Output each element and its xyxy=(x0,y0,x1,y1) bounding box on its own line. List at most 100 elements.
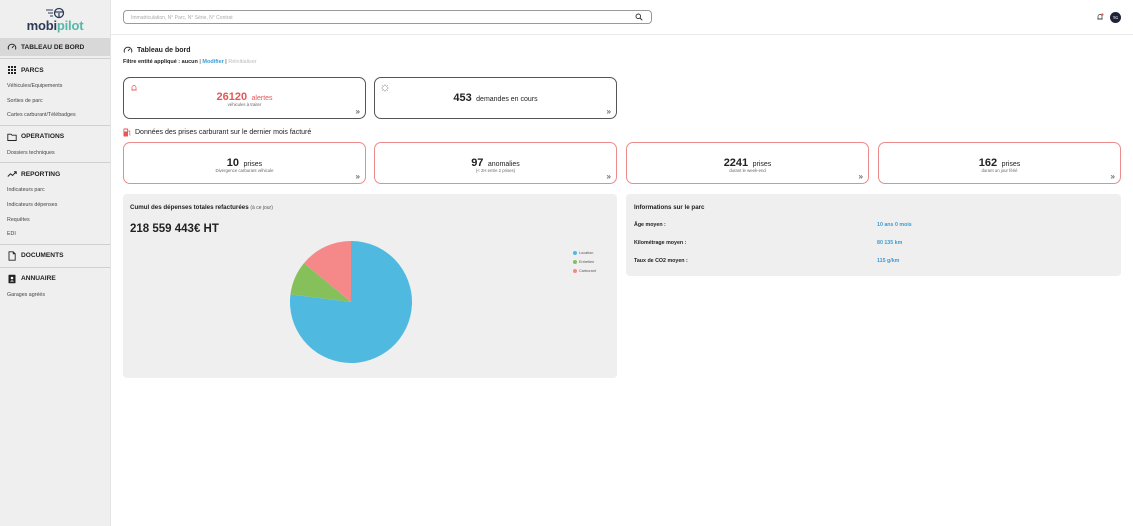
expenses-total: 218 559 443€ HT xyxy=(130,223,219,235)
logo-text-part1: mobi xyxy=(26,18,57,33)
nav-vehicules-equipements[interactable]: Véhicules/Equipements xyxy=(7,83,63,89)
trend-icon xyxy=(7,171,17,178)
fuel-card-number: 2241 xyxy=(723,157,749,169)
nav-garages-agrees[interactable]: Garages agréés xyxy=(7,291,45,298)
legend-color-dot xyxy=(573,268,577,273)
alerts-value: 26120 alertes xyxy=(124,87,365,105)
gauge-icon xyxy=(7,43,17,50)
page-title-text: Tableau de bord xyxy=(137,46,191,54)
fuel-section-title-text: Données des prises carburant sur le dern… xyxy=(135,129,312,136)
pie-slice-carburant[interactable] xyxy=(303,241,351,302)
search-input[interactable] xyxy=(131,13,611,22)
avatar-initials: TC xyxy=(1112,15,1119,20)
nav-tableau-de-bord[interactable]: TABLEAU DE BORD xyxy=(0,38,110,56)
info-label-co2: Taux de CO2 moyen : xyxy=(634,258,688,264)
legend-item-location[interactable]: Location xyxy=(573,248,596,257)
requests-unit: demandes en cours xyxy=(476,96,538,103)
nav-annuaire[interactable]: ANNUAIRE xyxy=(0,270,110,288)
legend-label: Carburant xyxy=(579,268,596,273)
fuel-card-more-arrow[interactable]: » xyxy=(606,172,611,181)
search-icon[interactable] xyxy=(635,13,643,21)
avatar[interactable]: TC xyxy=(1110,12,1121,23)
expenses-title-text: Cumul des dépenses totales refacturées xyxy=(130,204,249,211)
nav-reporting[interactable]: REPORTING xyxy=(0,165,110,183)
divider xyxy=(0,266,110,268)
nav-dossiers-techniques[interactable]: Dossiers techniques xyxy=(7,149,55,156)
nav-annuaire-label: ANNUAIRE xyxy=(21,275,56,283)
info-label-mileage: Kilométrage moyen : xyxy=(634,240,687,246)
sidebar: mobipilot TABLEAU DE BORD PARCS Véhicule… xyxy=(0,0,111,526)
nav-sorties-de-parc[interactable]: Sorties de parc xyxy=(7,97,43,104)
nav-tableau-de-bord-label: TABLEAU DE BORD xyxy=(21,43,85,51)
pie-slice-entretien[interactable] xyxy=(290,263,351,302)
filter-label: Filtre entité appliqué : aucun xyxy=(123,59,198,65)
nav-indicateurs-parc[interactable]: Indicateurs parc xyxy=(7,187,45,194)
fuel-card-subtitle: Divergence carburant véhicule xyxy=(215,168,274,173)
info-value-co2: 115 g/km xyxy=(877,258,900,264)
fuel-pump-icon xyxy=(123,128,131,137)
gauge-icon xyxy=(123,46,133,53)
nav-requetes[interactable]: Requêtes xyxy=(7,216,30,223)
filter-separator: | xyxy=(225,59,227,65)
info-label-age: Âge moyen : xyxy=(634,222,666,228)
entity-filter: Filtre entité appliqué : aucun | Modifie… xyxy=(123,59,257,65)
legend-label: Entretien xyxy=(579,259,595,264)
reset-filter-link[interactable]: Réinitialiser xyxy=(228,59,257,65)
folder-icon xyxy=(7,133,17,141)
alerts-card[interactable]: 26120 alertes véhicules à traiter » xyxy=(123,77,366,119)
divider xyxy=(0,162,110,164)
modify-filter-link[interactable]: Modifier xyxy=(202,59,224,65)
fuel-card-number: 10 xyxy=(226,157,240,169)
logo[interactable]: mobipilot xyxy=(0,0,110,36)
fuel-card-holiday[interactable]: 162 prises durant un jour férié » xyxy=(878,142,1121,184)
nav-operations[interactable]: OPERATIONS xyxy=(0,128,110,146)
chart-legend: Location Entretien Carburant xyxy=(573,248,596,275)
legend-color-dot xyxy=(573,250,577,255)
nav-parcs[interactable]: PARCS xyxy=(0,61,110,79)
fuel-card-number: 97 xyxy=(471,157,484,169)
fuel-card-divergence[interactable]: 10 prises Divergence carburant véhicule … xyxy=(123,142,366,184)
nav-documents[interactable]: DOCUMENTS xyxy=(0,247,110,265)
expenses-title-note: (à ce jour) xyxy=(250,205,273,211)
contacts-icon xyxy=(8,274,16,283)
expenses-pie-chart xyxy=(290,241,412,363)
info-value-mileage: 80 135 km xyxy=(877,240,903,246)
header: TC xyxy=(111,0,1133,35)
fuel-card-more-arrow[interactable]: » xyxy=(355,172,360,181)
requests-card[interactable]: 453 demandes en cours » xyxy=(374,77,617,119)
legend-color-dot xyxy=(573,259,577,264)
nav-reporting-label: REPORTING xyxy=(21,170,61,178)
fuel-section-title: Données des prises carburant sur le dern… xyxy=(123,128,311,137)
legend-label: Location xyxy=(579,250,594,255)
divider xyxy=(0,58,110,59)
nav-indicateurs-depenses[interactable]: Indicateurs dépenses xyxy=(7,201,58,208)
requests-more-arrow[interactable]: » xyxy=(606,107,611,116)
fuel-card-unit: prises xyxy=(752,161,772,168)
logo-text: mobipilot xyxy=(27,19,84,33)
fuel-card-value: 97 anomalies xyxy=(375,153,616,171)
bell-icon[interactable] xyxy=(1096,13,1104,21)
search-box[interactable] xyxy=(123,10,652,24)
legend-item-carburant[interactable]: Carburant xyxy=(573,266,596,275)
fuel-card-subtitle: durant le week-end xyxy=(729,168,766,173)
requests-number: 453 xyxy=(453,92,472,104)
nav-cartes-carburant[interactable]: Cartes carburant/Télébadges xyxy=(7,112,76,119)
fuel-card-more-arrow[interactable]: » xyxy=(1110,172,1115,181)
requests-value: 453 demandes en cours xyxy=(375,88,616,106)
legend-item-entretien[interactable]: Entretien xyxy=(573,257,596,266)
info-value-age: 10 ans 0 mois xyxy=(877,222,912,228)
page-title: Tableau de bord xyxy=(123,45,191,55)
divider xyxy=(0,243,110,245)
fuel-card-anomalies[interactable]: 97 anomalies (< 2H entre 2 prises) » xyxy=(374,142,617,184)
alerts-more-arrow[interactable]: » xyxy=(355,107,360,116)
nav-documents-label: DOCUMENTS xyxy=(21,252,64,260)
nav-operations-label: OPERATIONS xyxy=(21,133,65,141)
fuel-card-weekend[interactable]: 2241 prises durant le week-end » xyxy=(626,142,869,184)
fleet-info-title: Informations sur le parc xyxy=(634,204,705,211)
fuel-card-more-arrow[interactable]: » xyxy=(858,172,863,181)
fuel-card-unit: anomalies xyxy=(487,161,520,168)
alerts-subtitle: véhicules à traiter xyxy=(227,102,262,107)
fuel-card-subtitle: (< 2H entre 2 prises) xyxy=(475,168,516,173)
alerts-unit: alertes xyxy=(251,95,273,102)
nav-edi[interactable]: EDI xyxy=(7,231,16,238)
